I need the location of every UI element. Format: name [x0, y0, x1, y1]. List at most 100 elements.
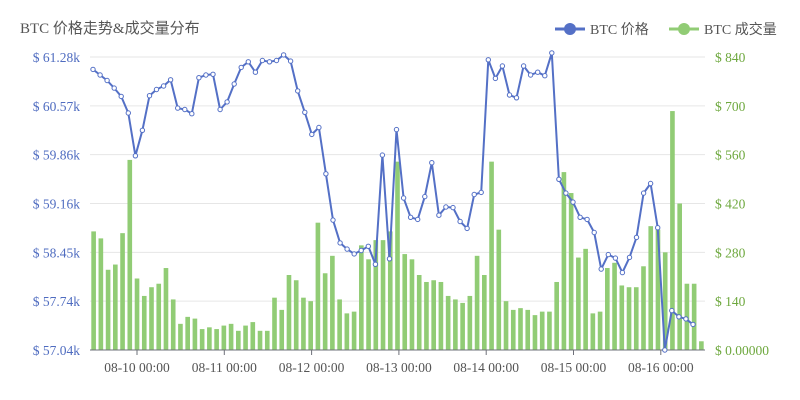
volume-bar[interactable]	[315, 222, 321, 350]
volume-bar[interactable]	[134, 278, 140, 350]
volume-bar[interactable]	[221, 325, 227, 350]
price-point[interactable]	[210, 71, 216, 78]
price-point[interactable]	[224, 99, 230, 105]
price-point[interactable]	[295, 88, 301, 94]
volume-bar[interactable]	[460, 302, 465, 350]
legend-item-price[interactable]: BTC 价格	[555, 22, 649, 38]
volume-bar[interactable]	[351, 311, 357, 350]
price-point[interactable]	[584, 216, 590, 223]
volume-bar[interactable]	[185, 316, 190, 350]
price-point[interactable]	[372, 261, 379, 267]
price-point[interactable]	[238, 64, 244, 71]
volume-bar[interactable]	[554, 281, 559, 350]
price-point[interactable]	[549, 50, 555, 56]
price-point[interactable]	[280, 52, 287, 58]
price-point[interactable]	[118, 93, 124, 100]
volume-bar[interactable]	[590, 313, 596, 350]
volume-bar[interactable]	[496, 229, 502, 350]
price-point[interactable]	[422, 193, 428, 200]
price-point[interactable]	[160, 83, 167, 89]
price-point[interactable]	[520, 63, 527, 69]
volume-bar[interactable]	[272, 297, 277, 350]
volume-bar[interactable]	[344, 313, 350, 350]
volume-bar[interactable]	[539, 311, 545, 350]
volume-bar[interactable]	[424, 281, 429, 350]
volume-bar[interactable]	[633, 287, 639, 350]
volume-bar[interactable]	[322, 273, 328, 350]
price-point[interactable]	[273, 57, 280, 64]
volume-bar[interactable]	[416, 275, 422, 350]
price-point[interactable]	[196, 75, 202, 81]
price-point[interactable]	[266, 59, 273, 65]
volume-bar[interactable]	[214, 329, 219, 350]
volume-bar[interactable]	[474, 255, 480, 350]
volume-bar[interactable]	[127, 159, 133, 350]
price-point[interactable]	[690, 321, 696, 328]
price-point[interactable]	[633, 234, 640, 241]
volume-bar[interactable]	[409, 259, 415, 350]
price-point[interactable]	[111, 85, 117, 91]
volume-bar[interactable]	[655, 229, 661, 350]
price-point[interactable]	[436, 212, 442, 218]
volume-bar[interactable]	[532, 315, 538, 350]
volume-bar[interactable]	[395, 161, 400, 350]
price-point[interactable]	[457, 218, 463, 225]
price-point[interactable]	[259, 57, 266, 64]
volume-bar[interactable]	[337, 299, 342, 350]
volume-bar[interactable]	[257, 330, 263, 350]
price-point[interactable]	[351, 251, 357, 257]
price-point[interactable]	[400, 195, 407, 201]
price-point[interactable]	[492, 75, 499, 82]
volume-bar[interactable]	[141, 295, 147, 350]
volume-bar[interactable]	[120, 233, 125, 350]
volume-bar[interactable]	[648, 226, 654, 350]
price-point[interactable]	[577, 214, 583, 221]
price-point[interactable]	[612, 255, 619, 261]
volume-bar[interactable]	[243, 325, 248, 350]
volume-bar[interactable]	[236, 330, 241, 350]
volume-bar[interactable]	[626, 287, 632, 350]
volume-bar[interactable]	[453, 299, 458, 350]
volume-bar[interactable]	[583, 248, 588, 350]
price-point[interactable]	[309, 131, 315, 138]
price-point[interactable]	[443, 204, 449, 210]
volume-bar[interactable]	[308, 301, 313, 350]
price-point[interactable]	[316, 124, 322, 131]
volume-bar[interactable]	[113, 264, 118, 350]
price-point[interactable]	[570, 199, 576, 205]
volume-bar[interactable]	[467, 295, 473, 350]
price-point[interactable]	[125, 110, 132, 116]
volume-bar[interactable]	[192, 318, 198, 350]
price-point[interactable]	[97, 72, 103, 78]
price-point[interactable]	[542, 73, 548, 79]
price-point[interactable]	[662, 347, 668, 353]
volume-bar[interactable]	[373, 240, 379, 350]
volume-bar[interactable]	[264, 330, 270, 350]
price-point[interactable]	[676, 314, 682, 320]
price-point[interactable]	[506, 92, 513, 98]
volume-bar[interactable]	[438, 281, 444, 350]
price-point[interactable]	[415, 216, 421, 223]
price-point[interactable]	[231, 81, 237, 87]
price-point[interactable]	[182, 106, 188, 113]
volume-bar[interactable]	[445, 295, 451, 350]
price-point[interactable]	[146, 93, 153, 99]
price-point[interactable]	[337, 240, 343, 246]
price-point[interactable]	[626, 254, 633, 261]
volume-bar[interactable]	[518, 308, 523, 350]
price-point[interactable]	[464, 225, 470, 232]
volume-bar[interactable]	[612, 262, 617, 350]
volume-bar[interactable]	[98, 238, 104, 350]
volume-bar[interactable]	[561, 172, 567, 350]
volume-bar[interactable]	[301, 297, 306, 350]
price-point[interactable]	[683, 316, 689, 322]
volume-bar[interactable]	[105, 269, 111, 350]
volume-bar[interactable]	[387, 231, 393, 350]
price-point[interactable]	[556, 176, 562, 183]
volume-bar[interactable]	[510, 309, 516, 350]
price-point[interactable]	[132, 153, 139, 159]
volume-bar[interactable]	[547, 311, 552, 350]
price-point[interactable]	[393, 126, 400, 133]
volume-bar[interactable]	[380, 240, 386, 350]
price-point[interactable]	[153, 86, 160, 93]
